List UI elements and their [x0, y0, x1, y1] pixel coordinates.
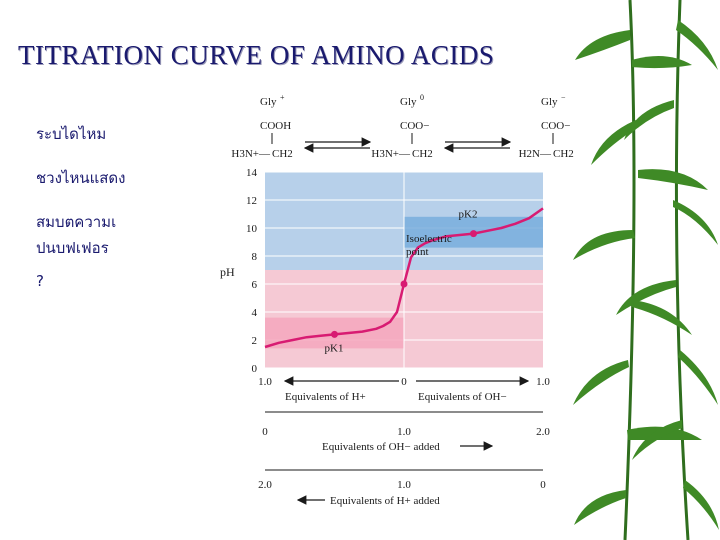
species-carboxyl: COO− — [400, 120, 429, 132]
axis3-tick-label: 0 — [540, 479, 546, 491]
y-tick-label: 0 — [252, 363, 258, 375]
axis1-right-label: Equivalents of OH− — [418, 391, 507, 403]
axis3-tick-label: 1.0 — [397, 479, 411, 491]
y-tick-label: 8 — [252, 251, 258, 263]
axis1-tick-label: 1.0 — [258, 376, 272, 388]
axis3-tick-label: 2.0 — [258, 479, 272, 491]
species-ch2: CH2 — [272, 148, 293, 160]
species-carboxyl: COO− — [541, 120, 570, 132]
species-charge: − — [561, 93, 566, 102]
species-amino: H2N— — [519, 148, 552, 160]
species-carboxyl: COOH — [260, 120, 291, 132]
species-amino: H3N+— — [231, 148, 271, 160]
key-point — [470, 230, 477, 238]
note-line-2: ชวงไหนแสดง — [36, 169, 126, 187]
species-name: Gly — [260, 96, 277, 108]
axis1-tick-label: 0 — [401, 376, 407, 388]
point-label: pK1 — [325, 342, 344, 354]
species-ch2: CH2 — [412, 148, 433, 160]
axis1-left-label: Equivalents of H+ — [285, 391, 366, 403]
point-label: pK2 — [459, 209, 478, 221]
species-name: Gly — [541, 96, 558, 108]
note-line-3: สมบตความเ — [36, 213, 117, 231]
species-charge: 0 — [420, 93, 424, 102]
note-line-1: ระบไดไหม — [36, 125, 107, 143]
note-line-4: ปนบฟเฟอร — [36, 239, 109, 257]
y-tick-label: 6 — [252, 279, 258, 291]
species-name: Gly — [400, 96, 417, 108]
note-line-5: ? — [36, 272, 44, 290]
axis1-tick-label: 1.0 — [536, 376, 550, 388]
y-tick-label: 14 — [246, 167, 258, 179]
bamboo-decoration — [573, 0, 719, 540]
species-amino: H3N+— — [371, 148, 411, 160]
key-point — [331, 330, 338, 338]
point-label: point — [406, 246, 429, 258]
species-charge: + — [280, 93, 285, 102]
key-point — [400, 280, 408, 288]
point-label: Isoelectric — [406, 233, 452, 245]
y-tick-label: 10 — [246, 223, 258, 235]
y-tick-label: 2 — [252, 335, 258, 347]
axis2-label: Equivalents of OH− added — [322, 441, 440, 453]
axis2-tick-label: 0 — [262, 426, 268, 438]
y-tick-label: 12 — [246, 195, 257, 207]
axis3-label: Equivalents of H+ added — [330, 495, 440, 507]
axis2-tick-label: 2.0 — [536, 426, 550, 438]
axis2-tick-label: 1.0 — [397, 426, 411, 438]
species-ch2: CH2 — [553, 148, 574, 160]
y-tick-label: 4 — [252, 307, 258, 319]
y-axis-label: pH — [220, 265, 235, 279]
slide-title: TITRATION CURVE OF AMINO ACIDS — [18, 40, 495, 70]
